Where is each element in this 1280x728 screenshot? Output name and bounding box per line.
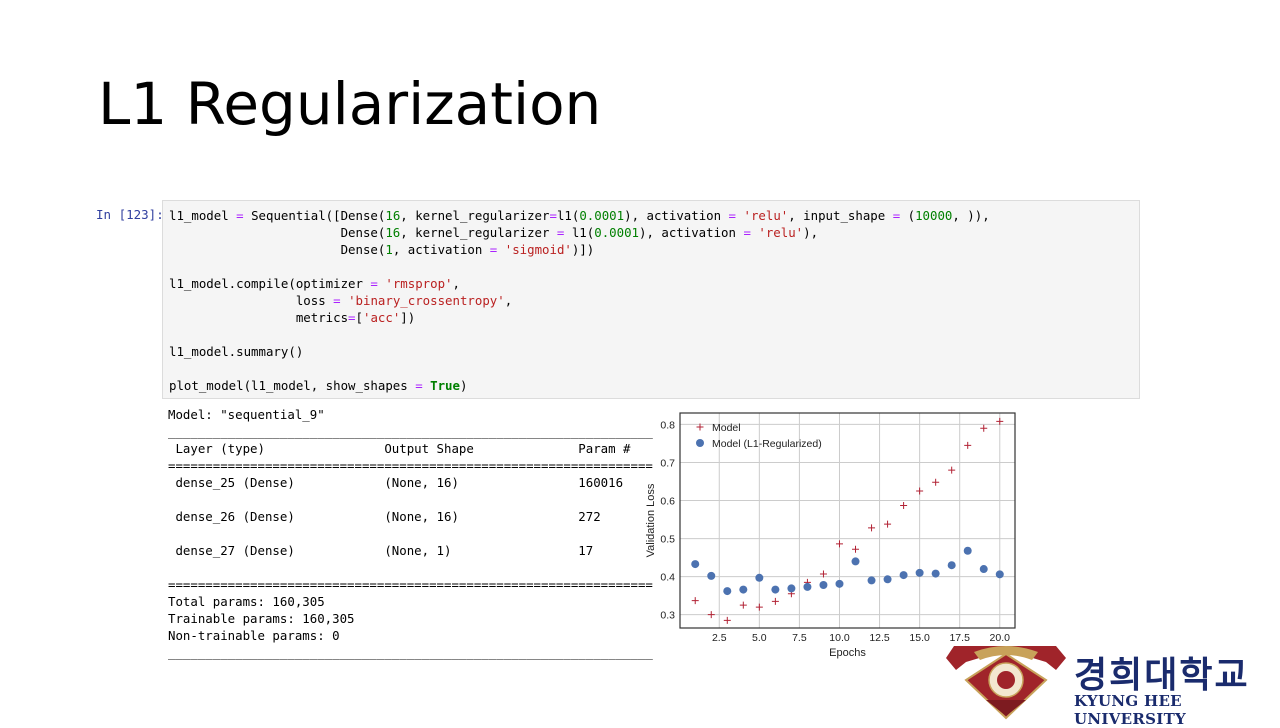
logo-english-name: KYUNG HEE UNIVERSITY	[1074, 692, 1187, 728]
data-point-l1-model	[867, 576, 876, 585]
x-tick-label: 7.5	[792, 632, 807, 644]
data-point-l1-model	[963, 546, 972, 555]
validation-loss-chart: 2.5 5.0 7.5 10.0 12.5 15.0 17.5 20.0 0.3 0.4 0.5 0.…	[645, 412, 1016, 659]
data-point-model	[980, 424, 988, 432]
data-point-model	[852, 545, 860, 553]
model-summary-output: Model: "sequential_9" __________________…	[168, 407, 653, 660]
data-point-model	[884, 520, 892, 528]
legend-marker	[696, 439, 704, 447]
x-tick-label: 5.0	[752, 632, 767, 644]
data-point-model	[932, 478, 940, 486]
code-block[interactable]: l1_model = Sequential([Dense(16, kernel_…	[169, 208, 990, 393]
data-point-l1-model	[947, 561, 956, 570]
data-point-model	[868, 524, 876, 532]
x-tick-label: 10.0	[829, 632, 850, 644]
plot-frame	[679, 412, 1016, 629]
legend-marker	[696, 423, 704, 431]
data-point-model	[723, 616, 731, 624]
x-tick-label: 2.5	[712, 632, 727, 644]
data-point-model	[835, 540, 843, 548]
y-tick-label: 0.8	[660, 419, 675, 431]
data-point-l1-model	[723, 587, 732, 596]
y-tick-label: 0.4	[660, 572, 675, 584]
data-point-l1-model	[691, 560, 700, 569]
data-point-l1-model	[851, 557, 860, 566]
legend-label: Model (L1-Regularized)	[712, 438, 822, 450]
logo-korean-name: 경희대학교	[1074, 655, 1250, 696]
data-point-l1-model	[835, 579, 844, 588]
data-point-model	[771, 597, 779, 605]
data-point-l1-model	[931, 569, 940, 578]
x-tick-label: 12.5	[869, 632, 890, 644]
data-point-model	[707, 611, 715, 619]
data-point-l1-model	[739, 585, 748, 594]
data-point-model	[916, 487, 924, 495]
university-emblem-icon	[946, 646, 1066, 720]
x-tick-label: 20.0	[990, 632, 1011, 644]
y-tick-label: 0.7	[660, 457, 675, 469]
x-tick-label: 15.0	[909, 632, 930, 644]
kyung-hee-university-logo	[946, 646, 1066, 720]
data-point-l1-model	[915, 568, 924, 577]
data-point-model	[819, 570, 827, 578]
x-axis-label: Epochs	[829, 647, 866, 659]
y-axis-label: Validation Loss	[645, 483, 657, 557]
data-point-l1-model	[819, 581, 828, 589]
data-point-model	[900, 501, 908, 509]
y-tick-label: 0.5	[660, 534, 675, 546]
data-point-l1-model	[883, 575, 892, 584]
y-tick-label: 0.3	[660, 610, 675, 622]
data-point-l1-model	[707, 571, 716, 580]
slide-title: L1 Regularization	[98, 70, 602, 138]
data-point-l1-model	[771, 585, 780, 594]
legend-label: Model	[712, 422, 741, 434]
data-point-model	[948, 466, 956, 474]
data-point-l1-model	[979, 565, 988, 574]
data-point-l1-model	[995, 570, 1004, 579]
code-cell[interactable]: l1_model = Sequential([Dense(16, kernel_…	[162, 200, 1140, 399]
data-point-model	[691, 597, 699, 605]
y-tick-label: 0.6	[660, 496, 675, 508]
data-point-model	[964, 441, 972, 449]
data-point-model	[739, 601, 747, 609]
cell-prompt: In [123]:	[96, 207, 164, 222]
data-point-model	[996, 417, 1004, 425]
data-point-l1-model	[787, 584, 796, 593]
plot-area	[680, 413, 1015, 628]
data-point-l1-model	[899, 571, 908, 580]
data-point-l1-model	[803, 582, 812, 591]
data-point-l1-model	[755, 573, 764, 582]
data-point-model	[755, 603, 763, 611]
x-tick-label: 17.5	[949, 632, 970, 644]
